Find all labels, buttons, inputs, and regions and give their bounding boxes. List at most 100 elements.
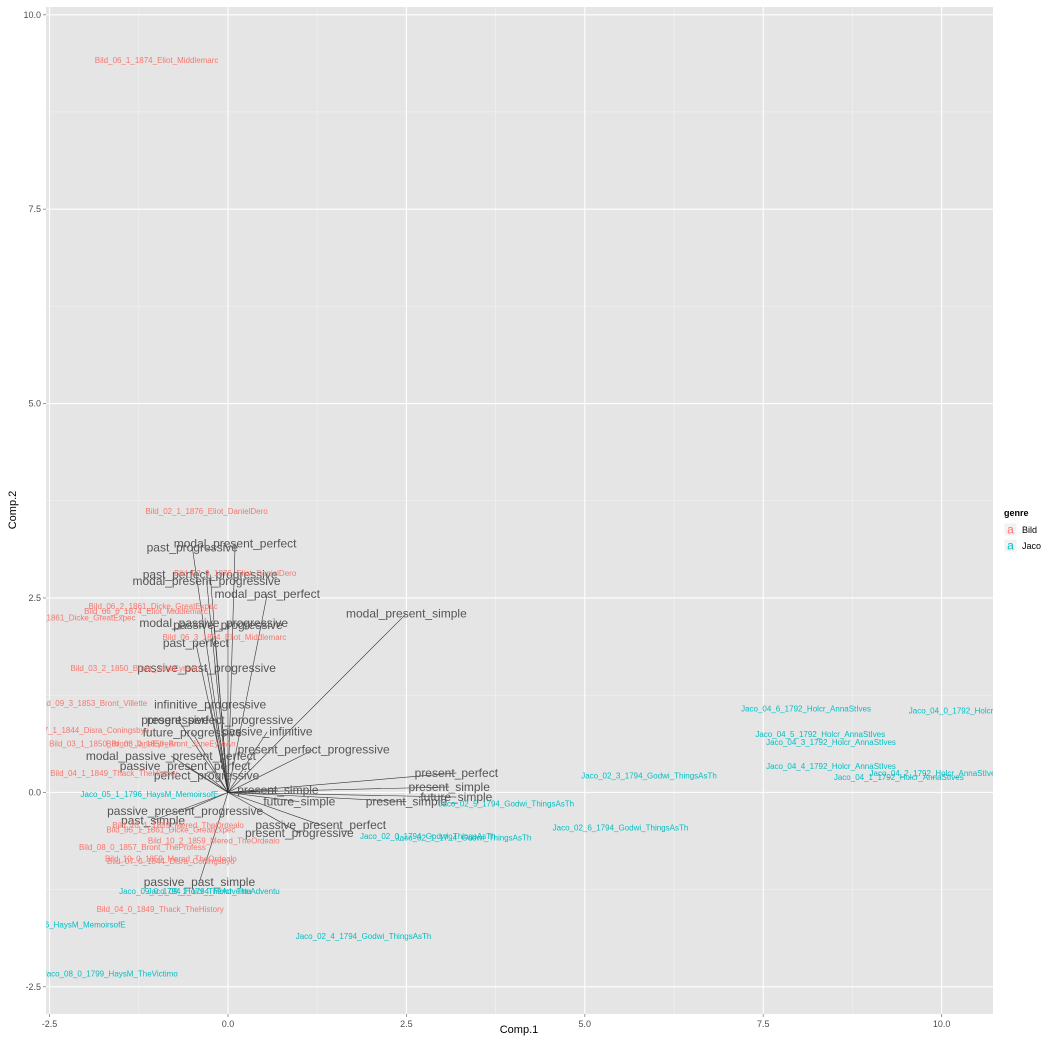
observation-label: Bild_10_0_1859_Mered_TheOrdealo <box>105 854 237 863</box>
loading-label: modal_present_perfect <box>174 537 297 551</box>
legend-key-glyph-bild: a <box>1007 523 1014 537</box>
loading-arrow <box>227 789 278 793</box>
loading-arrow <box>199 792 229 882</box>
observation-label: Jaco_04_2_1792_Holcr_AnnaStIves <box>870 769 1000 778</box>
observation-label: Bild_02_0_1876_Eliot_DanielDero <box>174 569 297 578</box>
observation-label: Bild_05_1_1861_Dicke_GreatExpec <box>106 826 235 835</box>
y-tick-label: 7.5 <box>28 204 41 214</box>
loading-arrow <box>227 786 450 793</box>
observation-labels: Bild_06_1_1874_Eliot_Middlemarc Bild_02_1… <box>0 56 1000 979</box>
y-axis-ticks: -2.5 0.0 2.5 5.0 7.5 10.0 <box>23 10 46 992</box>
loading-arrow <box>206 667 229 793</box>
observation-label: Jaco_04_6_1792_Holcr_AnnaStIves <box>741 704 871 713</box>
observation-label: Jaco_04_1_1792_Holcr_AnnaStIves <box>834 773 964 782</box>
observation-label: Jaco_04_3_1792_Holcr_AnnaStIves <box>766 738 896 747</box>
observation-label: Bild_06_3_1874_Eliot_Middlemarc <box>163 633 287 642</box>
loading-arrow <box>213 622 229 793</box>
loading-arrow <box>227 731 268 793</box>
observation-label: Jaco_09_0_1794_Holcr_TheAdventu <box>119 887 251 896</box>
loading-label: modal_present_progressive <box>133 574 281 588</box>
observation-label: Bild_06_1_1874_Eliot_Middlemarc <box>95 56 219 65</box>
loading-arrow <box>227 792 300 834</box>
x-tick-label: 7.5 <box>757 1019 770 1029</box>
loading-arrow <box>227 543 236 793</box>
loading-label: passive_infinitive <box>222 725 313 739</box>
loading-label: modal_passive_progressive <box>139 616 288 630</box>
loading-label: passive_present_progressive <box>107 804 263 818</box>
grid-minor <box>46 7 993 1014</box>
x-tick-label: 10.0 <box>933 1019 951 1029</box>
loading-label: present_perfect <box>415 766 499 780</box>
loading-label: present_simple <box>237 783 319 797</box>
loading-arrow <box>227 792 321 826</box>
x-axis-title: Comp.1 <box>500 1024 539 1036</box>
loading-arrow <box>227 749 314 793</box>
loading-arrow <box>227 594 268 793</box>
observation-label: Bild_05_0_1861_Dicke_GreatExpec <box>6 613 135 622</box>
observation-label: Bild_03_2_1850_Bront_JaneEyreAn <box>70 664 199 673</box>
observation-label: Jaco_02_5_1794_Godwi_ThingsAsTh <box>438 799 574 808</box>
observation-label: Bild_06_0_1874_Eliot_Middlemarc <box>84 607 208 616</box>
y-axis-title: Comp.2 <box>7 491 19 530</box>
observation-label: Bild_03_1_1850_Bront_JaneEyreAn <box>49 739 178 748</box>
observation-label: Jaco_05_1_1796_HaysM_MemoirsofE <box>81 790 219 799</box>
observation-label: Jaco_02_0_1794_Godwi_ThingsAsTh <box>360 832 496 841</box>
loading-label: modal_present_simple <box>346 607 467 621</box>
legend-title: genre <box>1004 508 1029 518</box>
legend: genre a Bild a Jaco <box>1003 508 1041 553</box>
observation-label: Jaco_09_1_1794_Holcr_TheAdventu <box>148 887 280 896</box>
loading-label: modal_past_perfect <box>215 587 321 601</box>
panel-background <box>46 7 993 1014</box>
loading-arrow <box>206 775 229 793</box>
loading-arrow <box>152 792 229 821</box>
observation-label: Jaco_02_6_1794_Godwi_ThingsAsTh <box>553 823 689 832</box>
loading-arrow <box>216 720 229 793</box>
loading-arrow <box>227 792 407 803</box>
loading-label: future_simple <box>420 790 492 804</box>
observation-label: Bild_07_1_1844_Disra_Coningsbyo <box>21 726 149 735</box>
observation-label: Bild_03_0_1850_Bront_JaneEyreAn <box>106 739 235 748</box>
loading-label: present_perfect_progressive <box>141 713 293 727</box>
loading-arrow <box>227 792 457 798</box>
observation-label: Bild_10_1_1859_Mered_TheOrdealo <box>112 821 244 830</box>
x-tick-label: 0.0 <box>222 1019 235 1029</box>
observation-label: Jaco_04_4_1792_Holcr_AnnaStIves <box>766 762 896 771</box>
legend-label-jaco: Jaco <box>1022 541 1041 551</box>
loading-arrow <box>192 732 229 793</box>
loading-label: passive_past_simple <box>144 875 256 889</box>
x-tick-label: -2.5 <box>42 1019 58 1029</box>
loading-arrow <box>185 792 229 812</box>
x-tick-label: 5.0 <box>579 1019 592 1029</box>
y-tick-label: 10.0 <box>23 10 41 20</box>
x-axis-ticks: -2.5 0.0 2.5 5.0 7.5 10.0 <box>42 1014 951 1029</box>
loading-label: present_perfect_progressive <box>238 743 390 757</box>
loading-arrow <box>227 792 300 803</box>
loading-arrow <box>209 704 229 793</box>
legend-key-jaco <box>1003 538 1018 553</box>
loading-label: past_simple <box>121 813 185 827</box>
observation-label: Jaco_02_1_1794_Godwi_ThingsAsTh <box>396 833 532 842</box>
loading-arrow <box>227 613 407 793</box>
observation-label: Bild_04_0_1849_Thack_TheHistory <box>97 905 224 914</box>
loading-label: passive_progressive <box>173 618 283 632</box>
loading-label: passive_present_perfect <box>255 818 386 832</box>
loading-arrow <box>206 580 229 793</box>
loading-label: progressive <box>147 713 209 727</box>
loading-label: present_simple <box>366 795 448 809</box>
observation-label: Bild_10_2_1859_Mered_TheOrdealo <box>148 837 280 846</box>
observation-label: Jaco_03_0_1796_HaysM_MemoirsofE <box>0 921 126 930</box>
loading-arrows <box>152 543 457 882</box>
loading-label: past_progressive <box>147 540 239 554</box>
loading-arrow <box>177 719 229 793</box>
loading-label: modal_passive_present_perfect <box>86 749 257 763</box>
y-tick-label: 5.0 <box>28 399 41 409</box>
observation-label: Bild_08_0_1857_Bront_TheProfess <box>79 843 206 852</box>
observation-label: Jaco_04_5_1792_Holcr_AnnaStIves <box>755 730 885 739</box>
y-tick-label: 2.5 <box>28 593 41 603</box>
observation-label: Bild_07_0_1844_Disra_Coningsbyo <box>107 857 235 866</box>
y-tick-label: 0.0 <box>28 787 41 797</box>
observation-label: Bild_02_1_1876_Eliot_DanielDero <box>145 507 268 516</box>
legend-key-bild <box>1003 522 1018 537</box>
observation-label: Bild_09_3_1853_Bront_Villette <box>38 699 148 708</box>
